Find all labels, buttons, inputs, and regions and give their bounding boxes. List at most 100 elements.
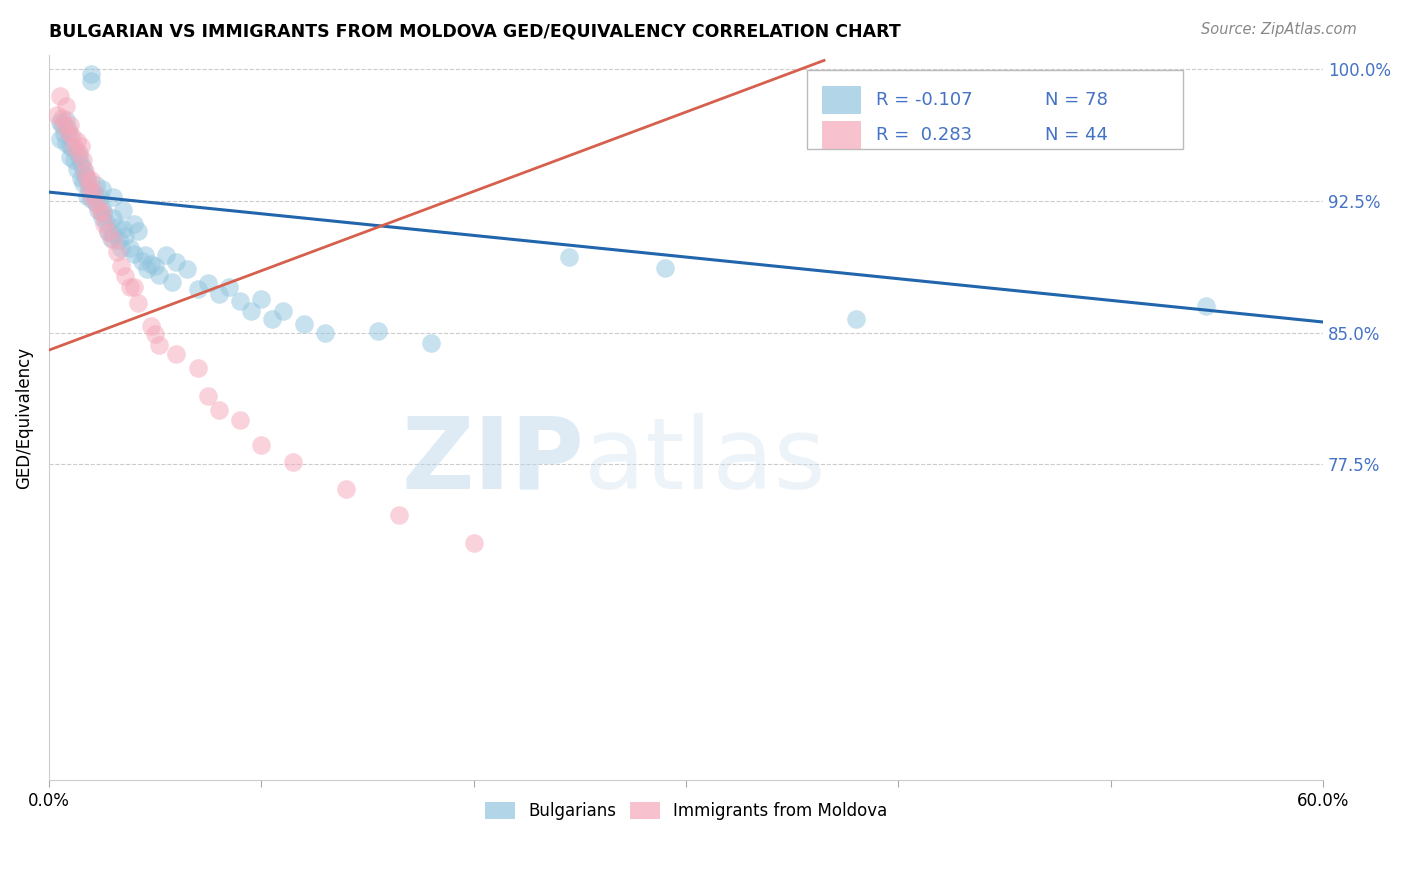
Point (250, 438, 273, 452)
Point (97, 224, 120, 238)
Text: N = 44: N = 44 (1046, 126, 1108, 144)
Point (80, 67, 103, 81)
Point (52, 119, 75, 133)
Point (67, 150, 90, 164)
Point (160, 275, 183, 289)
Text: N = 78: N = 78 (1046, 91, 1108, 109)
Point (83, 185, 105, 199)
Point (60, 141, 83, 155)
Point (176, 262, 198, 277)
Point (105, 220, 128, 235)
Point (135, 262, 157, 277)
Point (72, 177, 94, 191)
Point (314, 326, 336, 340)
Point (55, 99, 77, 113)
Text: R = -0.107: R = -0.107 (876, 91, 973, 109)
Point (139, 318, 162, 333)
Point (91, 181, 114, 195)
Point (148, 338, 170, 352)
Point (101, 211, 124, 226)
Point (110, 241, 132, 255)
Point (55, 136, 77, 150)
Point (143, 259, 166, 273)
Point (48, 88, 70, 103)
Point (76, 171, 98, 186)
Point (271, 304, 294, 318)
Text: ZIP: ZIP (401, 413, 583, 509)
Point (84, 195, 107, 210)
Point (155, 248, 177, 262)
Point (69, 139, 91, 153)
Point (76, 173, 98, 187)
Point (139, 257, 162, 271)
FancyBboxPatch shape (807, 70, 1182, 150)
Point (91, 201, 114, 215)
Point (122, 246, 145, 260)
Point (72, 153, 94, 168)
Point (67, 146, 90, 161)
Point (420, 336, 443, 351)
Point (101, 190, 124, 204)
Point (260, 311, 283, 326)
Point (63, 139, 86, 153)
Point (218, 280, 240, 294)
Point (63, 153, 86, 168)
Point (46, 108, 69, 122)
Point (229, 413, 252, 427)
Point (292, 317, 315, 331)
Point (250, 292, 273, 306)
Point (388, 508, 411, 523)
Point (367, 324, 389, 338)
Point (48, 132, 70, 146)
Point (122, 280, 145, 294)
Text: atlas: atlas (583, 413, 825, 509)
Point (1195, 299, 1218, 313)
Point (51, 119, 73, 133)
Point (845, 311, 868, 326)
Point (52, 127, 75, 141)
Point (65, 134, 87, 148)
Text: R =  0.283: R = 0.283 (876, 126, 972, 144)
Point (187, 360, 209, 375)
Point (89, 190, 111, 204)
Point (148, 268, 170, 282)
Point (84, 195, 107, 210)
Point (83, 186, 105, 201)
Point (84, 178, 107, 192)
Text: Source: ZipAtlas.com: Source: ZipAtlas.com (1201, 22, 1357, 37)
Point (96, 215, 118, 229)
Point (208, 402, 231, 417)
Point (59, 150, 82, 164)
Text: BULGARIAN VS IMMIGRANTS FROM MOLDOVA GED/EQUIVALENCY CORRELATION CHART: BULGARIAN VS IMMIGRANTS FROM MOLDOVA GED… (49, 22, 901, 40)
Point (48, 115, 70, 129)
Point (100, 231, 122, 245)
Point (79, 179, 101, 194)
Point (134, 248, 156, 262)
Point (89, 202, 111, 217)
Point (105, 244, 128, 259)
Point (56, 121, 79, 136)
Legend: Bulgarians, Immigrants from Moldova: Bulgarians, Immigrants from Moldova (478, 795, 894, 826)
Point (51, 112, 73, 126)
Point (101, 227, 124, 242)
Point (79, 181, 101, 195)
Point (463, 536, 485, 550)
Point (80, 74, 103, 88)
Point (56, 125, 79, 139)
Point (127, 224, 149, 238)
Point (80, 192, 103, 206)
Point (197, 389, 219, 403)
Point (239, 304, 262, 318)
Point (187, 282, 209, 296)
Point (75, 168, 97, 182)
Point (91, 206, 114, 220)
FancyBboxPatch shape (823, 87, 860, 114)
Point (59, 139, 82, 153)
Point (87, 202, 110, 217)
Point (110, 259, 132, 273)
FancyBboxPatch shape (823, 121, 860, 149)
Point (75, 164, 97, 178)
Point (65, 162, 87, 177)
Point (69, 157, 91, 171)
Point (114, 229, 136, 244)
